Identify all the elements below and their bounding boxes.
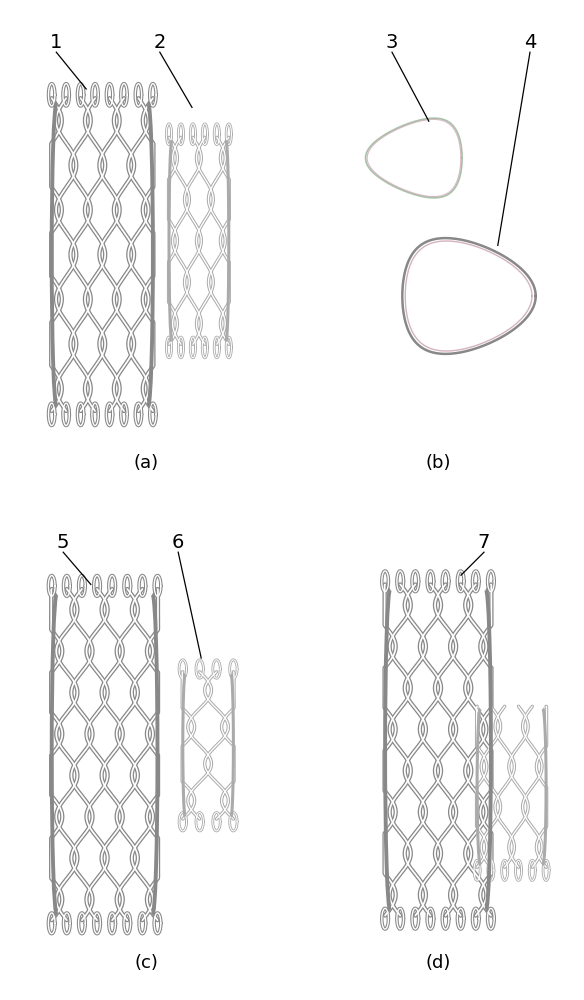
Text: 7: 7 — [478, 533, 490, 552]
Text: 2: 2 — [154, 33, 166, 52]
Text: 6: 6 — [172, 533, 185, 552]
Text: (c): (c) — [134, 954, 158, 972]
Text: (b): (b) — [425, 454, 451, 473]
Text: (d): (d) — [425, 954, 451, 972]
Text: (a): (a) — [133, 454, 159, 473]
Text: 1: 1 — [50, 33, 62, 52]
Text: 4: 4 — [524, 33, 536, 52]
Text: 5: 5 — [57, 533, 69, 552]
Text: 3: 3 — [386, 33, 398, 52]
